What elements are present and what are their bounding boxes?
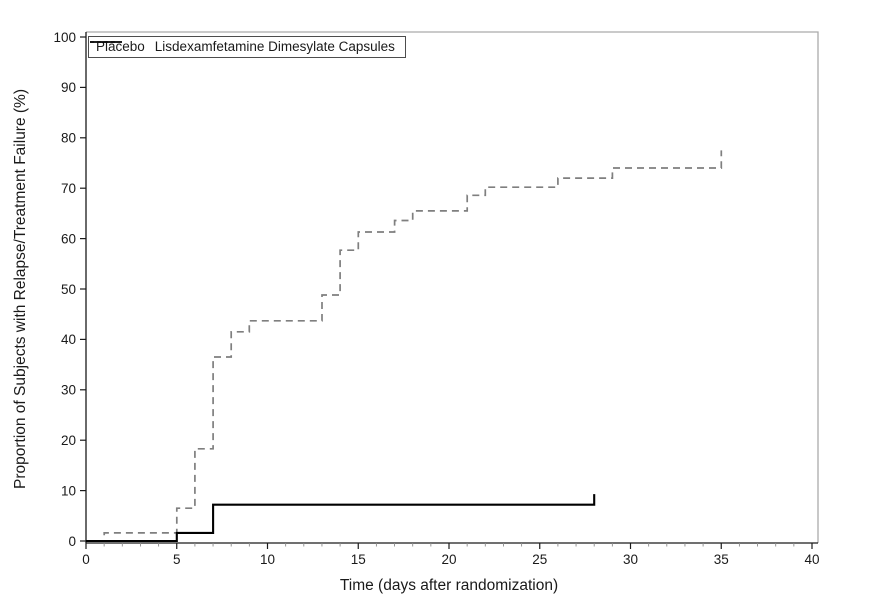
x-tick-label: 10 — [260, 552, 275, 567]
y-tick-label: 0 — [68, 534, 76, 549]
x-tick-label: 0 — [82, 552, 90, 567]
y-axis-title: Proportion of Subjects with Relapse/Trea… — [12, 88, 29, 490]
plot-frame-line — [86, 31, 819, 543]
series-line-lisdexamfetamine — [86, 494, 596, 543]
y-tick-label: 40 — [61, 332, 76, 347]
x-tick-label: 20 — [441, 552, 456, 567]
x-tick-label: 15 — [351, 552, 366, 567]
legend: Placebo Lisdexamfetamine Dimesylate Caps… — [88, 36, 406, 58]
y-tick-label: 10 — [61, 483, 76, 498]
y-tick-label: 100 — [53, 30, 76, 45]
x-tick-label: 30 — [623, 552, 638, 567]
x-tick-label: 35 — [714, 552, 729, 567]
y-tick-label: 30 — [61, 383, 76, 398]
axis-tick-labels: 0 5 10 15 20 25 30 35 40 0 10 20 30 40 50 60 70 80 90 100 — [53, 30, 819, 567]
x-tick-label: 40 — [804, 552, 819, 567]
x-tick-label: 5 — [173, 552, 181, 567]
plot-frame — [85, 31, 819, 544]
y-tick-label: 70 — [61, 181, 76, 196]
series-lines — [86, 150, 723, 543]
x-axis-title: Time (days after randomization) — [339, 577, 559, 594]
y-tick-label: 50 — [61, 282, 76, 297]
legend-label-lisdexamfetamine: Lisdexamfetamine Dimesylate Capsules — [154, 39, 395, 54]
series-line-placebo — [86, 150, 723, 542]
legend-item-lisdexamfetamine: Lisdexamfetamine Dimesylate Capsules — [90, 37, 395, 57]
y-tick-label: 90 — [61, 80, 76, 95]
x-tick-label: 25 — [532, 552, 547, 567]
lisdexamfetamine-solid-line-sample — [90, 41, 122, 43]
axis-ticks — [80, 36, 813, 549]
y-tick-label: 80 — [61, 131, 76, 146]
y-tick-label: 60 — [61, 231, 76, 246]
y-tick-label: 20 — [61, 433, 76, 448]
